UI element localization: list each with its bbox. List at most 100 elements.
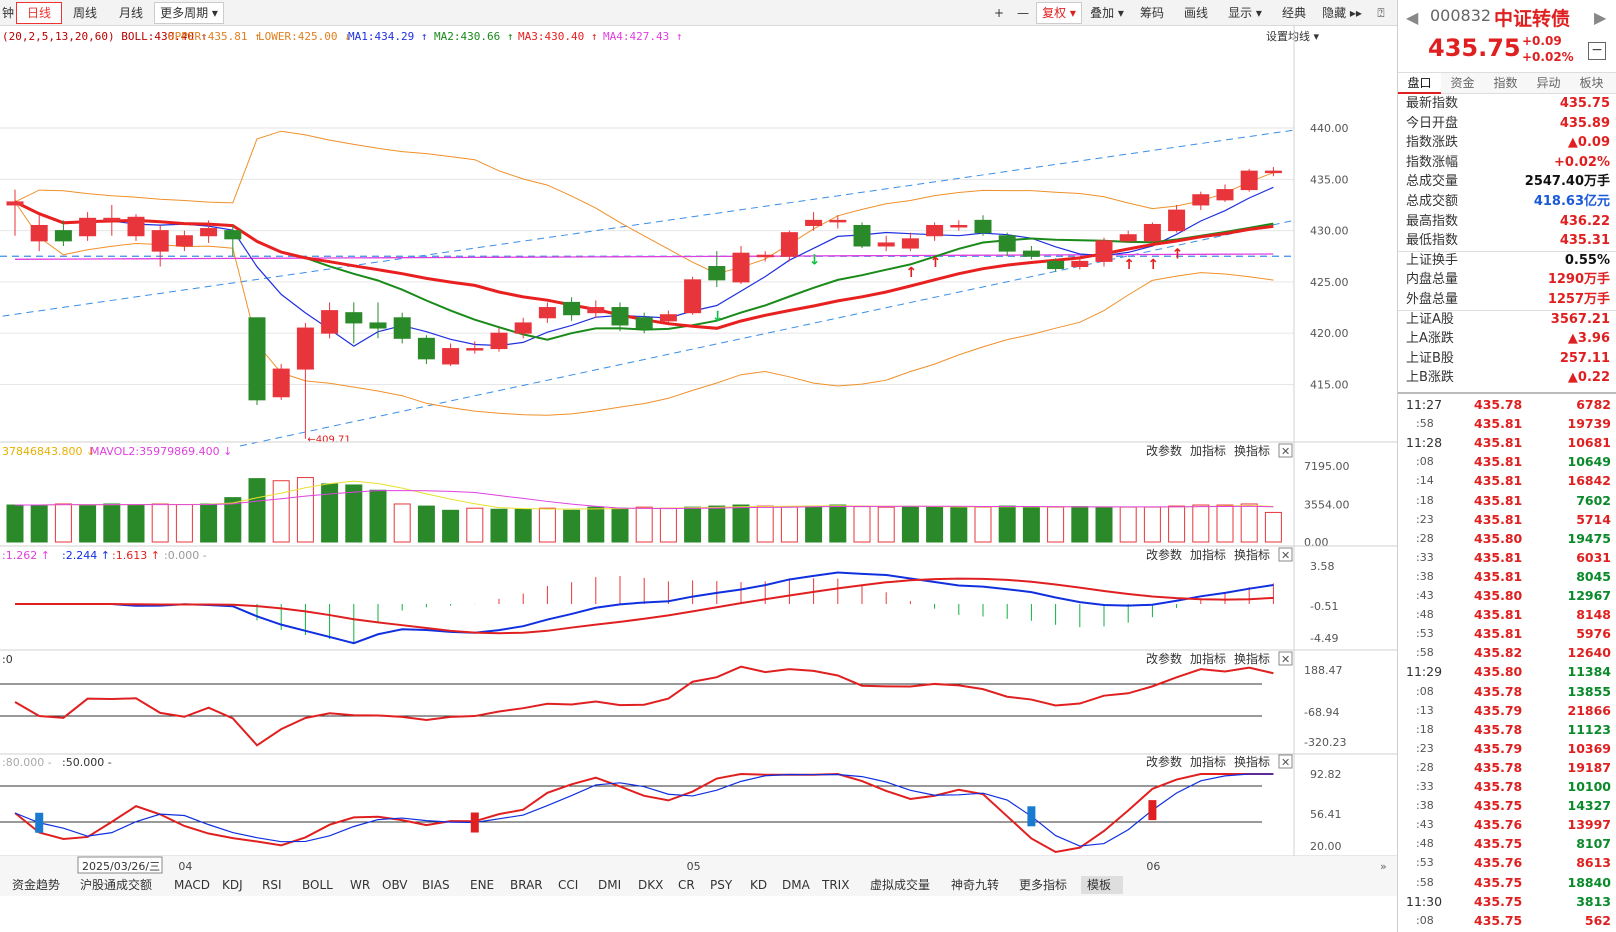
tick-price: 435.80 [1474,588,1523,603]
kdj-edit-params-button[interactable]: 改参数 [1146,754,1182,769]
indicator-tab[interactable]: 模板 [1087,878,1111,892]
collapse-icon[interactable]: − [1588,42,1606,60]
indicator-tab[interactable]: BOLL [302,878,333,892]
macd-add-indicator-button[interactable]: 加指标 [1190,547,1226,562]
min-price-label: ←409.71 [307,435,350,446]
volume-bar [127,504,145,543]
indicator-tab[interactable]: DKX [638,878,663,892]
zoom-out-button[interactable]: — [1017,6,1029,20]
cci-tick-label: -68.94 [1304,706,1339,719]
indicator-tab[interactable]: CR [678,878,695,892]
period-month-button[interactable]: 月线 [118,6,143,20]
tab-index[interactable]: 指数 [1493,76,1518,90]
indicator-tab[interactable]: OBV [382,878,408,892]
macd-legend-1: :1.262 ↑ [2,549,50,562]
display-dropdown[interactable]: 显示 ▾ [1228,6,1262,20]
tab-bar-bg [0,874,1397,896]
candle-body [538,307,556,319]
indicator-tab[interactable]: MACD [174,878,210,892]
volume-bar [151,503,169,543]
zoom-in-button[interactable]: + [993,6,1005,20]
stat-row: 指数涨跌 ▲0.09 [1406,133,1610,153]
chips-button[interactable]: 筹码 [1139,6,1164,20]
tab-sectors[interactable]: 板块 [1579,76,1604,90]
draw-line-button[interactable]: 画线 [1183,6,1208,20]
help-icon[interactable]: ⍰ [1377,6,1385,20]
macd-close-icon[interactable]: ✕ [1281,549,1290,562]
kdj-close-icon[interactable]: ✕ [1281,756,1290,769]
chart-area[interactable]: (20,2,5,13,20,60) BOLL:430.40 ↑ UPPER:43… [0,26,1397,932]
indicator-tab[interactable]: DMI [598,878,621,892]
period-week-button[interactable]: 周线 [72,6,97,20]
period-minute-button[interactable]: 钟 [1,6,14,20]
prev-arrow-icon[interactable]: ◀ [1406,8,1419,27]
ma-settings-button[interactable]: 设置均线 ▾ [1266,29,1319,43]
kdj-legend-1: :80.000 - [2,756,52,769]
volume-bar [659,507,677,543]
tab-alerts[interactable]: 异动 [1536,76,1561,90]
candle-body [853,224,871,247]
next-arrow-icon[interactable]: ▶ [1594,8,1607,27]
indicator-tab[interactable]: BIAS [422,878,450,892]
indicator-tab[interactable]: PSY [710,878,733,892]
kdj-tick-label: 56.41 [1310,808,1342,821]
cci-switch-indicator-button[interactable]: 换指标 [1234,651,1270,666]
candle-body [79,217,97,237]
tick-time: :43 [1416,589,1434,602]
scroll-right-icon[interactable]: » [1380,860,1387,873]
tab-order-book[interactable]: 盘口 [1398,73,1441,94]
cci-add-indicator-button[interactable]: 加指标 [1190,651,1226,666]
tick-volume: 10100 [1567,779,1612,794]
volume-bar [79,504,97,543]
candle-body [321,310,339,334]
volume-bar [829,504,847,543]
period-day-button[interactable]: 日线 [16,2,62,24]
kdj-switch-indicator-button[interactable]: 换指标 [1234,754,1270,769]
indicator-tab[interactable]: DMA [782,878,811,892]
indicator-tab[interactable]: KDJ [222,878,243,892]
tick-time: 11:27 [1406,397,1443,412]
tick-time: :48 [1416,608,1434,622]
tick-price: 435.81 [1474,549,1523,565]
macd-edit-params-button[interactable]: 改参数 [1146,547,1182,562]
indicator-tab[interactable]: TRIX [821,878,849,892]
cci-legend: :0 [2,653,13,666]
indicator-tab[interactable]: KD [750,878,767,892]
adjust-dropdown[interactable]: 复权 ▾ [1036,2,1082,24]
indicator-tab[interactable]: 虚拟成交量 [870,877,930,892]
cci-close-icon[interactable]: ✕ [1281,653,1290,666]
vol-close-icon[interactable]: ✕ [1281,445,1290,458]
volume-bar [103,503,121,543]
candle-body [1168,209,1186,232]
cci-edit-params-button[interactable]: 改参数 [1146,651,1182,666]
macd-diff-line [15,571,1274,645]
tick-price: 435.78 [1474,683,1523,699]
classic-button[interactable]: 经典 [1281,6,1306,20]
indicator-tab[interactable]: ENE [470,878,494,892]
indicator-tab[interactable]: BRAR [510,878,543,892]
kdj-add-indicator-button[interactable]: 加指标 [1190,754,1226,769]
vol-edit-params-button[interactable]: 改参数 [1146,443,1182,458]
indicator-tab[interactable]: 资金趋势 [12,877,60,892]
kdj-signal-marker [470,812,479,833]
tick-row: :38 435.75 14327 [1398,796,1616,815]
macd-switch-indicator-button[interactable]: 换指标 [1234,547,1270,562]
volume-bar [611,507,629,543]
overlay-dropdown[interactable]: 叠加 ▾ [1090,6,1124,20]
tab-funds[interactable]: 资金 [1450,76,1475,90]
hide-button[interactable]: 隐藏 ▸▸ [1322,6,1362,20]
indicator-tab[interactable]: RSI [262,878,282,892]
more-periods-dropdown[interactable]: 更多周期 ▾ [154,2,224,24]
vol-add-indicator-button[interactable]: 加指标 [1190,443,1226,458]
tick-time: :28 [1416,760,1434,774]
indicator-tab[interactable]: WR [350,878,370,892]
vol-switch-indicator-button[interactable]: 换指标 [1234,443,1270,458]
kdj-tick-label: 20.00 [1310,840,1342,853]
indicator-tab[interactable]: 沪股通成交额 [80,877,152,892]
indicator-tab[interactable]: 神奇九转 [951,877,999,892]
candle-body [1022,250,1040,257]
indicator-tab[interactable]: 更多指标 [1019,877,1067,892]
stat-row: 最高指数 436.22 [1406,212,1610,232]
indicator-tab[interactable]: CCI [558,878,578,892]
